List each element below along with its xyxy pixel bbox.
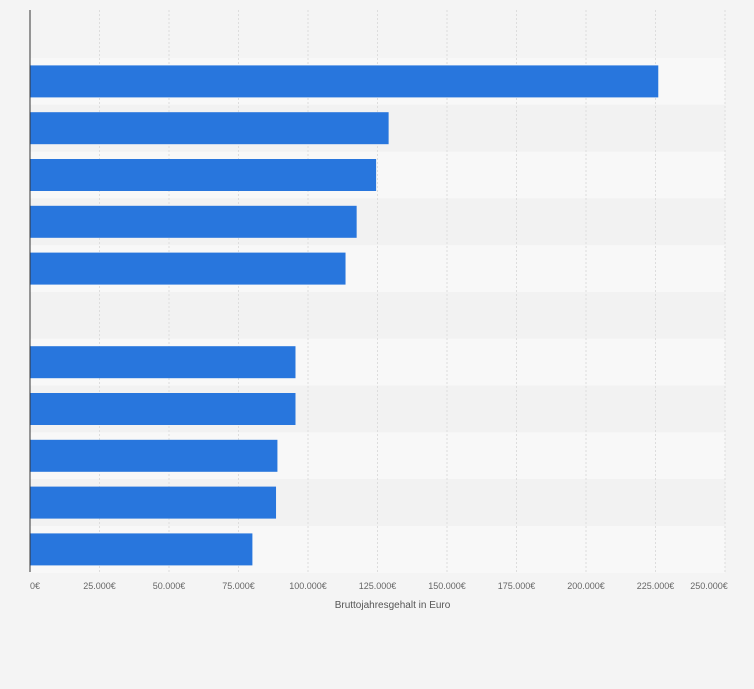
x-tick-label: 0€ [30, 581, 40, 591]
bar[interactable] [30, 205, 357, 238]
bar[interactable] [30, 346, 296, 379]
bars [30, 65, 659, 566]
bar[interactable] [30, 65, 659, 98]
bar[interactable] [30, 112, 389, 145]
gridlines [99, 10, 726, 572]
bar[interactable] [30, 533, 253, 566]
x-tick-label: 150.000€ [428, 581, 466, 591]
bar[interactable] [30, 393, 296, 425]
x-tick-label: 100.000€ [289, 581, 327, 591]
x-axis-tick-labels: 0€ 25.000€ 50.000€ 75.000€ 100.000€ 125.000€ 1… [30, 581, 728, 591]
x-axis-title: Bruttojahresgehalt in Euro [335, 600, 451, 611]
x-tick-label: 175.000€ [498, 581, 536, 591]
x-tick-label: 250.000€ [690, 581, 728, 591]
bar[interactable] [30, 159, 377, 191]
x-tick-label: 200.000€ [567, 581, 605, 591]
x-tick-label: 50.000€ [153, 581, 186, 591]
x-tick-label: 25.000€ [83, 581, 116, 591]
bar[interactable] [30, 486, 277, 519]
x-tick-label: 225.000€ [637, 581, 675, 591]
x-tick-label: 125.000€ [359, 581, 397, 591]
bar[interactable] [30, 439, 278, 472]
bar[interactable] [30, 252, 346, 285]
x-tick-label: 75.000€ [222, 581, 255, 591]
